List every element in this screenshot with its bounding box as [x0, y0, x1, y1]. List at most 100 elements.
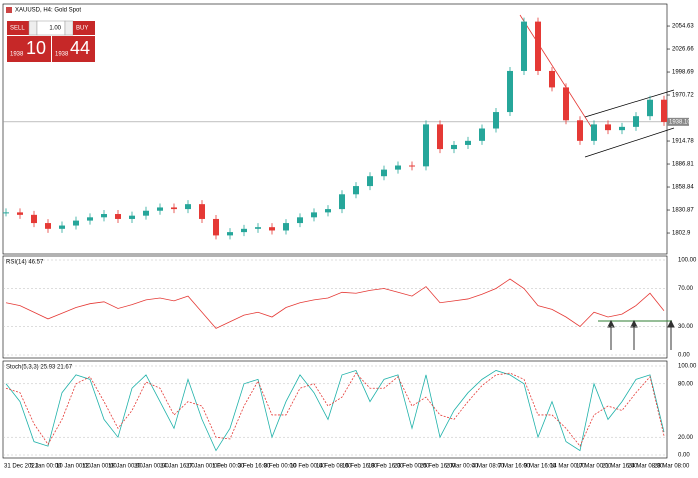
candle — [213, 218, 219, 236]
x-axis-label: 31 Dec 2021 — [4, 464, 39, 470]
x-axis-label: 25 Feb 16:00 — [420, 464, 456, 470]
candle — [339, 194, 345, 210]
x-axis-label: 7 Mar 16:00 — [498, 464, 531, 470]
y-tick-label: 2026.66 — [672, 47, 694, 53]
rsi-label: RSI(14) 46.57 — [6, 260, 44, 266]
ask-big: 44 — [70, 38, 90, 58]
x-axis-label: 14 Feb 08:00 — [316, 464, 352, 470]
rsi-frame — [2, 255, 668, 359]
candle — [423, 124, 429, 167]
candle — [465, 140, 471, 145]
candle — [535, 21, 541, 71]
y-tick-label: 20.00 — [678, 435, 694, 441]
stoch-label: Stoch(5,3,3) 25.93 21.67 — [6, 365, 73, 371]
y-tick-label: 1830.87 — [672, 208, 694, 214]
candle — [367, 176, 373, 187]
symbol-icon — [6, 7, 12, 13]
candle — [381, 169, 387, 177]
bid-big: 10 — [26, 38, 46, 58]
x-axis-label: 20 Jan 00:00 — [134, 464, 169, 470]
candle — [479, 128, 485, 141]
volume-down[interactable] — [28, 20, 38, 36]
rsi_pane-values-line — [5, 278, 665, 329]
candle — [633, 116, 639, 127]
x-axis-label: 27 Jan 00:00 — [186, 464, 221, 470]
x-axis-label: 3 Feb 16:00 — [238, 464, 271, 470]
candle — [17, 212, 23, 215]
candle — [129, 215, 135, 219]
y-tick-label: 1858.84 — [672, 185, 694, 191]
y-tick-label: 1914.78 — [672, 139, 694, 145]
stoch-frame — [2, 360, 668, 459]
buy-label: BUY — [76, 26, 88, 32]
y-tick-label: 100.00 — [678, 364, 697, 370]
candle — [255, 227, 261, 229]
candle — [409, 165, 415, 167]
price-frame — [2, 3, 668, 255]
candle — [437, 124, 443, 150]
x-axis-label: 12 Jan 00:00 — [82, 464, 117, 470]
y-tick-label: 1970.72 — [672, 93, 694, 99]
sell-label: SELL — [10, 26, 25, 32]
candle — [563, 87, 569, 121]
volume-value: 1.00 — [49, 26, 61, 32]
ask-box[interactable] — [52, 36, 95, 62]
candle — [143, 210, 149, 216]
x-axis-label: 21 Mar 16:00 — [602, 464, 638, 470]
current-price-box — [667, 117, 689, 126]
x-axis-label: 24 Jan 16:00 — [160, 464, 195, 470]
x-axis-label: 18 Jan 00:00 — [108, 464, 143, 470]
candle — [549, 70, 555, 88]
x-axis-label: 10 Jan 00:00 — [56, 464, 91, 470]
candle — [591, 124, 597, 141]
x-axis-label: 17 Mar 00:00 — [576, 464, 612, 470]
y-tick-label: 1886.81 — [672, 162, 694, 168]
candle — [101, 214, 107, 218]
candle — [647, 99, 653, 117]
candle — [59, 225, 65, 229]
candle — [353, 186, 359, 195]
x-axis-label: 28 Mar 08:00 — [654, 464, 690, 470]
candle — [45, 223, 51, 229]
y-tick-label: 1802.9 — [672, 231, 691, 237]
candle — [157, 207, 163, 211]
bid-main: 1938 — [10, 52, 24, 58]
candle — [87, 217, 93, 221]
candle — [283, 223, 289, 231]
y-tick-label: 80.00 — [678, 381, 694, 387]
x-axis-label: 23 Feb 00:00 — [394, 464, 430, 470]
arrows — [607, 319, 675, 350]
x-axis-label: 16 Feb 16:00 — [342, 464, 378, 470]
candle — [451, 144, 457, 150]
candle — [241, 228, 247, 233]
x-axis-label: 2 Mar 00:00 — [446, 464, 479, 470]
y-tick-label: 30.00 — [678, 324, 694, 330]
bid-box[interactable] — [7, 36, 51, 62]
candle — [577, 120, 583, 141]
candle — [395, 165, 401, 170]
stoch_pane-main-line — [5, 369, 665, 452]
symbol-title: XAUUSD, H4: Gold Spot — [15, 8, 81, 14]
candle — [661, 99, 667, 122]
candle — [227, 232, 233, 236]
trade-panel: SELL 1.00 BUY 1938 10 1938 44 — [7, 20, 95, 62]
buy-button[interactable] — [73, 21, 95, 35]
x-axis-label: 8 Feb 00:00 — [264, 464, 297, 470]
volume-up[interactable] — [64, 20, 74, 36]
x-axis-label: 9 Mar 16:00 — [524, 464, 557, 470]
candle — [507, 70, 513, 113]
x-axis-label: 1 Feb 00:00 — [212, 464, 245, 470]
candle — [3, 212, 9, 214]
ask-main: 1938 — [55, 52, 69, 58]
candle — [115, 214, 121, 219]
y-tick-label: 2054.63 — [672, 24, 694, 30]
candle — [325, 209, 331, 213]
candle — [619, 126, 625, 131]
candle — [199, 204, 205, 219]
candle — [171, 207, 177, 210]
sell-button[interactable] — [7, 21, 29, 35]
x-axis-label: 5 Jan 00:00 — [30, 464, 62, 470]
x-axis-label: 10 Feb 00:00 — [290, 464, 326, 470]
current-price-label: 1938.10 — [669, 119, 691, 125]
